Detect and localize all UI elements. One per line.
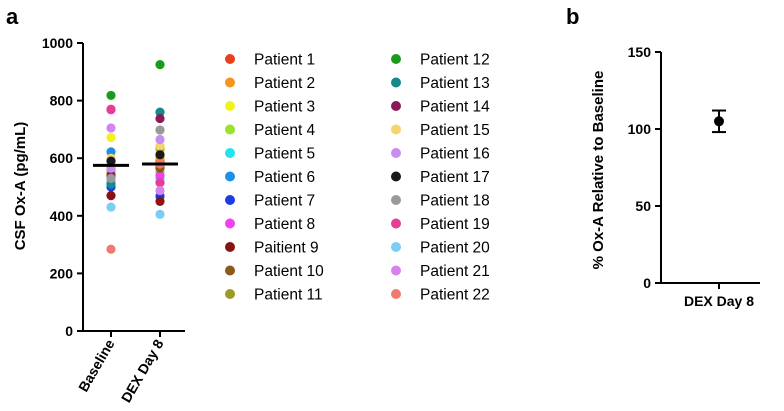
chart-a-data-point xyxy=(106,191,116,201)
chart-a-legend-label: Patient 1 xyxy=(254,52,315,69)
chart-a-legend-marker xyxy=(225,242,235,252)
chart-b-y-ticks: 0 50 100 150 xyxy=(628,44,661,291)
chart-a-data-point xyxy=(106,202,116,212)
chart-a-legend-label: Patient 3 xyxy=(254,99,315,116)
chart-a-legend-marker xyxy=(391,218,401,229)
chart-b-points xyxy=(712,109,726,134)
chart-a-legend-label: Patient 4 xyxy=(254,122,316,139)
chart-b-y-tick-label: 150 xyxy=(628,44,652,60)
chart-b-y-tick-label: 50 xyxy=(635,198,651,214)
chart-a-legend-label: Patient 6 xyxy=(254,169,315,186)
chart-a-x-tick-label: DEX Day 8 xyxy=(118,336,167,405)
chart-a-legend-label: Patient 10 xyxy=(254,263,324,280)
chart-b-x-ticks: DEX Day 8 xyxy=(684,283,754,309)
chart-a-legend-marker xyxy=(225,289,235,299)
chart-a-legend-marker xyxy=(225,77,235,88)
chart-a-legend-label: Patient 13 xyxy=(420,75,490,92)
chart-b-y-tick-label: 100 xyxy=(628,121,652,137)
chart-a-legend-label: Patient 2 xyxy=(254,75,315,92)
chart-a-legend-label: Patient 11 xyxy=(254,287,323,304)
chart-a-x-tick-label: Baseline xyxy=(75,336,118,394)
chart-a-data-point xyxy=(155,196,165,206)
chart-a-legend-marker xyxy=(391,265,401,276)
chart-a-mean-lines xyxy=(93,162,178,167)
chart-a-legend-marker xyxy=(225,148,235,158)
chart-a-legend-label: Patient 22 xyxy=(420,287,490,304)
chart-b-y-axis-title: % Ox-A Relative to Baseline xyxy=(590,71,607,270)
chart-a-data-point xyxy=(155,141,165,151)
chart-b-x-tick-label: DEX Day 8 xyxy=(684,293,754,309)
chart-a-data-point xyxy=(155,113,165,124)
chart-a-y-tick-label: 1000 xyxy=(42,35,73,51)
chart-a-legend-marker xyxy=(391,101,401,111)
chart-a-data-point xyxy=(155,170,165,181)
chart-a-data-point xyxy=(155,185,165,196)
chart-b-axes xyxy=(660,52,760,284)
chart-b-y-tick-label: 0 xyxy=(643,275,651,291)
chart-a-legend-marker xyxy=(225,218,235,229)
chart-a-legend-marker xyxy=(391,195,401,205)
chart-a: CSF Ox-A (pg/mL) 0 200 400 600 800 1000 Basel… xyxy=(12,35,490,405)
chart-a-y-tick-label: 600 xyxy=(50,150,74,166)
panel-b-letter: b xyxy=(566,4,579,29)
chart-a-legend-label: Patient 16 xyxy=(420,146,490,163)
panel-a-letter: a xyxy=(6,4,19,29)
chart-a-legend-marker xyxy=(391,171,401,182)
chart-a-legend-marker xyxy=(225,195,235,205)
chart-a-legend-marker xyxy=(225,54,235,64)
chart-a-y-tick-label: 400 xyxy=(50,208,74,224)
chart-a-data-point xyxy=(155,107,165,117)
chart-a-data-point xyxy=(155,134,165,145)
chart-a-y-axis-title: CSF Ox-A (pg/mL) xyxy=(12,122,29,251)
chart-a-legend-marker xyxy=(391,54,401,64)
chart-a-data-point xyxy=(155,60,165,70)
chart-a-axes xyxy=(82,43,185,332)
chart-a-legend-marker xyxy=(391,242,401,252)
chart-a-legend-marker xyxy=(225,171,235,182)
chart-a-data-point xyxy=(106,173,116,183)
chart-b-data-point xyxy=(714,116,724,127)
chart-a-legend-marker xyxy=(391,124,401,135)
chart-a-legend-label: Patient 21 xyxy=(420,263,490,280)
chart-a-data-point xyxy=(106,147,116,157)
chart-a-data-point xyxy=(106,132,116,143)
chart-a-data-point xyxy=(106,244,116,254)
chart-a-y-ticks: 0 200 400 600 800 1000 xyxy=(42,35,83,339)
chart-a-data-point xyxy=(155,178,165,188)
chart-a-legend-label: Patient 20 xyxy=(420,240,490,257)
chart-a-legend-label: Patient 19 xyxy=(420,216,490,233)
chart-a-data-point xyxy=(106,90,116,101)
chart-a-legend-marker xyxy=(225,265,235,276)
chart-b: % Ox-A Relative to Baseline 0 50 100 150 DE… xyxy=(590,44,760,309)
chart-a-x-ticks: Baseline DEX Day 8 xyxy=(75,331,167,405)
chart-a-data-point xyxy=(155,125,165,135)
chart-a-legend-marker xyxy=(391,148,401,158)
chart-a-data-point xyxy=(106,156,116,166)
chart-a-legend-label: Patient 18 xyxy=(420,193,490,210)
chart-a-legend-marker xyxy=(225,101,235,111)
chart-a-legend-label: Paitient 9 xyxy=(254,240,319,257)
chart-a-y-tick-label: 800 xyxy=(50,93,74,109)
chart-a-data-point xyxy=(155,209,165,219)
chart-a-legend-label: Patient 8 xyxy=(254,216,315,233)
chart-a-y-tick-label: 200 xyxy=(50,265,74,281)
chart-a-legend-marker xyxy=(225,124,235,135)
chart-a-legend-label: Patient 5 xyxy=(254,146,315,163)
chart-a-legend-marker xyxy=(391,77,401,88)
chart-a-data-point xyxy=(106,104,116,114)
chart-a-legend-label: Patient 17 xyxy=(420,169,490,186)
chart-a-legend-marker xyxy=(391,289,401,299)
chart-a-legend: Patient 1 Patient 2 Patient 3 Patient 4 Pati… xyxy=(225,52,490,304)
chart-a-legend-label: Patient 14 xyxy=(420,99,490,116)
chart-a-data-point xyxy=(155,150,165,160)
chart-a-points xyxy=(106,60,165,254)
chart-a-legend-label: Patient 15 xyxy=(420,122,490,139)
chart-a-legend-label: Patient 7 xyxy=(254,193,315,210)
chart-a-legend-label: Patient 12 xyxy=(420,52,490,69)
chart-a-data-point xyxy=(106,123,116,133)
chart-a-y-tick-label: 0 xyxy=(65,323,73,339)
